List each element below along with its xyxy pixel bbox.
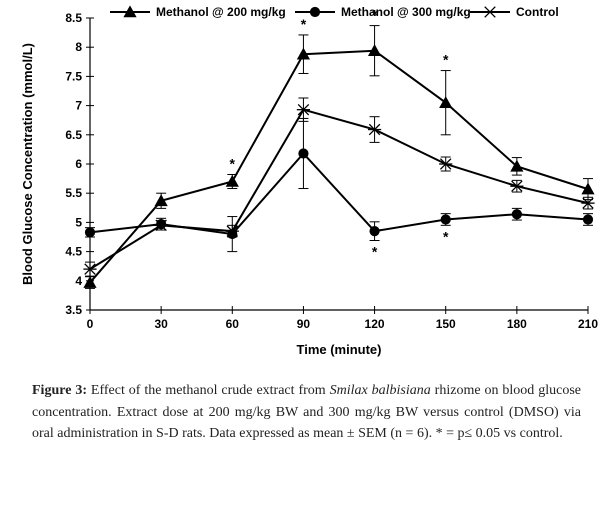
svg-text:4.5: 4.5	[65, 245, 82, 259]
svg-text:210: 210	[578, 317, 598, 331]
svg-text:5: 5	[75, 215, 82, 229]
svg-text:*: *	[301, 16, 307, 32]
figure-caption: Figure 3: Effect of the methanol crude e…	[32, 380, 581, 445]
svg-text:Blood Glucose Concentration (m: Blood Glucose Concentration (mmol/L)	[20, 43, 35, 285]
svg-text:*: *	[443, 52, 449, 68]
glucose-chart: 3.5 4 4.5 5 5.5 6 6.5 7 7.5 8 8.5 0 30 60 90 120 150 180 2…	[0, 0, 613, 370]
svg-text:Control: Control	[516, 5, 559, 19]
svg-text:5.5: 5.5	[65, 186, 82, 200]
svg-text:180: 180	[507, 317, 527, 331]
svg-text:6.5: 6.5	[65, 128, 82, 142]
svg-text:6: 6	[75, 157, 82, 171]
svg-text:3.5: 3.5	[65, 303, 82, 317]
svg-text:*: *	[230, 156, 236, 172]
svg-text:30: 30	[154, 317, 168, 331]
svg-text:60: 60	[226, 317, 240, 331]
svg-text:8: 8	[75, 40, 82, 54]
svg-text:Methanol @ 200 mg/kg: Methanol @ 200 mg/kg	[156, 5, 286, 19]
svg-text:Time (minute): Time (minute)	[297, 342, 382, 357]
svg-text:150: 150	[436, 317, 456, 331]
svg-text:0: 0	[87, 317, 94, 331]
svg-text:7: 7	[75, 99, 82, 113]
svg-text:*: *	[372, 244, 378, 260]
svg-text:Methanol @ 300 mg/kg: Methanol @ 300 mg/kg	[341, 5, 471, 19]
svg-text:8.5: 8.5	[65, 11, 82, 25]
svg-text:7.5: 7.5	[65, 69, 82, 83]
svg-text:4: 4	[75, 274, 82, 288]
svg-text:*: *	[443, 228, 449, 244]
caption-t1: Effect of the methanol crude extract fro…	[87, 383, 330, 398]
caption-lead: Figure 3:	[32, 383, 87, 398]
caption-italic-1: Smilax balbisiana	[330, 383, 431, 398]
svg-text:120: 120	[365, 317, 385, 331]
svg-text:90: 90	[297, 317, 311, 331]
